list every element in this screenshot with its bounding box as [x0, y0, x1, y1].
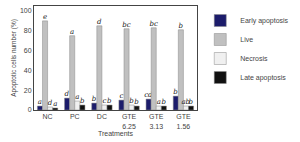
svg-text:NC: NC [43, 113, 53, 120]
svg-text:d: d [65, 90, 70, 98]
svg-text:c: c [102, 97, 106, 105]
svg-text:a: a [75, 93, 79, 101]
svg-text:GTE6.25: GTE6.25 [122, 113, 137, 129]
svg-text:Treatments: Treatments [98, 130, 134, 137]
svg-text:b: b [173, 88, 178, 96]
svg-text:cd: cd [144, 91, 153, 99]
svg-text:b: b [189, 98, 194, 106]
svg-text:a: a [38, 98, 42, 106]
svg-text:Apoptotic cells number (%): Apoptotic cells number (%) [10, 19, 18, 97]
svg-text:60: 60 [24, 47, 32, 54]
svg-text:a: a [157, 98, 161, 106]
svg-text:100: 100 [20, 7, 32, 14]
svg-text:bc: bc [149, 20, 157, 28]
svg-text:PC: PC [70, 113, 80, 120]
svg-text:d: d [48, 99, 53, 107]
svg-text:b: b [134, 98, 139, 106]
svg-text:GTE3.13: GTE3.13 [149, 113, 164, 129]
svg-text:80: 80 [24, 27, 32, 34]
svg-text:DC: DC [97, 113, 107, 120]
svg-text:20: 20 [24, 87, 32, 94]
svg-text:b: b [80, 97, 85, 105]
svg-text:bc: bc [122, 21, 130, 29]
svg-text:d: d [97, 18, 102, 26]
svg-text:Early apoptosis: Early apoptosis [240, 17, 288, 25]
svg-text:b: b [92, 95, 97, 103]
svg-text:b: b [107, 97, 112, 105]
svg-text:GTE1.56: GTE1.56 [176, 113, 191, 129]
svg-text:b: b [178, 22, 183, 30]
svg-text:40: 40 [24, 67, 32, 74]
svg-text:a: a [53, 100, 57, 108]
svg-text:0: 0 [28, 106, 32, 113]
svg-text:a: a [70, 28, 74, 36]
svg-text:b: b [161, 98, 166, 106]
svg-text:Necrosis: Necrosis [240, 55, 268, 62]
svg-text:b: b [129, 97, 134, 105]
svg-text:c: c [119, 92, 123, 100]
svg-text:Live: Live [240, 36, 253, 43]
svg-text:Late apoptosis: Late apoptosis [240, 74, 286, 82]
svg-text:ab: ab [181, 98, 190, 106]
svg-text:e: e [43, 13, 47, 21]
